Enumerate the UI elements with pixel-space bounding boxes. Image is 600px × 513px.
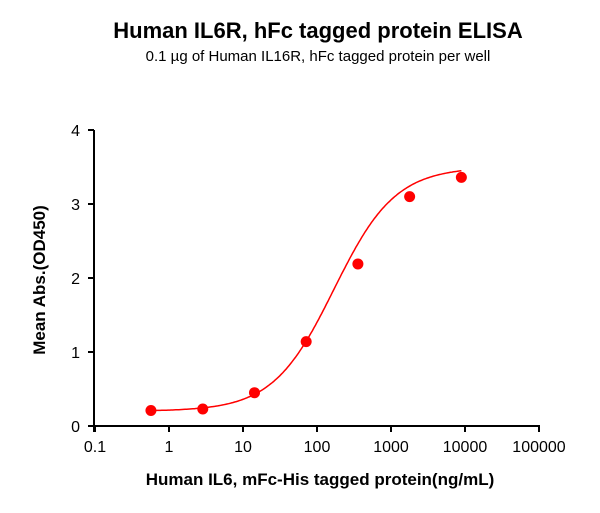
y-tick-label: 0 xyxy=(71,419,80,436)
chart-subtitle: 0.1 µg of Human IL16R, hFc tagged protei… xyxy=(145,48,491,65)
x-tick-label: 0.1 xyxy=(84,439,106,456)
data-point xyxy=(248,387,260,399)
x-tick-label: 10000 xyxy=(443,439,488,456)
data-points xyxy=(145,171,467,416)
data-point xyxy=(197,403,209,415)
y-tick-label: 2 xyxy=(71,271,80,288)
x-tick-label: 1000 xyxy=(373,439,409,456)
data-point xyxy=(145,404,157,416)
data-point xyxy=(404,191,416,203)
x-tick-label: 10 xyxy=(234,439,252,456)
fit-curve xyxy=(150,170,462,412)
axes: 0 1 2 3 4 0.1 1 10 100 1000 10000 100000 xyxy=(71,123,566,456)
y-tick-label: 4 xyxy=(71,123,80,140)
chart-title: Human IL6R, hFc tagged protein ELISA xyxy=(113,18,523,43)
x-axis-label: Human IL6, mFc-His tagged protein(ng/mL) xyxy=(145,470,495,489)
y-tick-label: 1 xyxy=(71,345,80,362)
x-tick-label: 1 xyxy=(165,439,174,456)
x-tick-label: 100 xyxy=(304,439,331,456)
data-point xyxy=(455,171,467,183)
data-point xyxy=(352,258,364,270)
data-point xyxy=(300,336,312,348)
y-tick-label: 3 xyxy=(71,197,80,214)
x-tick-label: 100000 xyxy=(512,439,565,456)
